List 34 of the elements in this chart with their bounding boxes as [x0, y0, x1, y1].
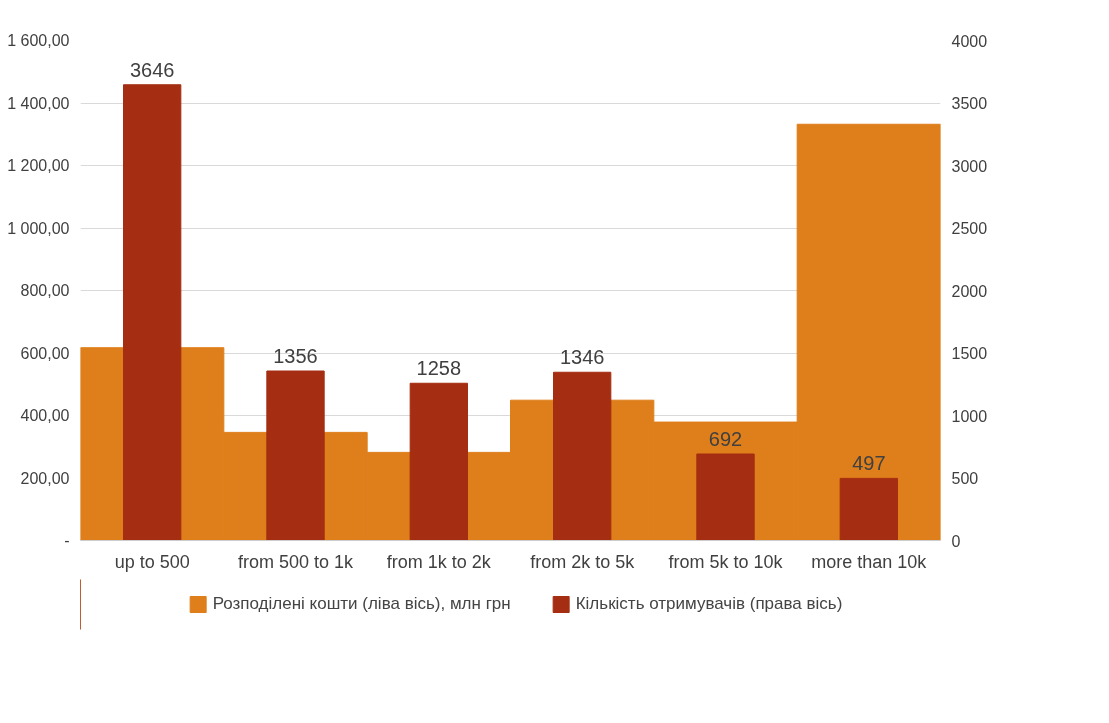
y2-tick-label: 1500 [951, 345, 988, 362]
data-label: 3646 [129, 58, 175, 81]
y2-tick-label: 2500 [951, 220, 988, 237]
x-tick-label: from 2k to 5k [530, 551, 636, 572]
x-tick-label: from 500 to 1k [237, 551, 355, 572]
y2-tick-label: 2000 [951, 282, 988, 300]
x-tick-label: from 5k to 10k [668, 551, 784, 572]
bar [696, 453, 755, 541]
y-tick-label: 1 200,00 [7, 157, 70, 174]
y-tick-label: - [64, 532, 70, 549]
x-tick-label: up to 500 [114, 551, 190, 572]
y-tick-label: 200,00 [20, 469, 70, 487]
y-tick-label: 600,00 [20, 344, 70, 362]
y-tick-label: 1 400,00 [7, 94, 70, 112]
y-tick-label: 1 000,00 [7, 219, 70, 237]
x-tick-label: from 1k to 2k [386, 551, 492, 572]
y2-tick-label: 1000 [951, 407, 988, 425]
y2-tick-label: 3000 [951, 157, 988, 175]
legend-label: Розподілені кошти (ліва вісь), млн грн [212, 594, 511, 614]
y2-tick-label: 3500 [951, 95, 988, 112]
x-tick-label: more than 10k [811, 551, 928, 572]
data-label: 497 [852, 452, 886, 475]
y-tick-label: 800,00 [20, 282, 70, 299]
data-label: 1258 [416, 357, 462, 380]
data-label: 1346 [559, 346, 605, 369]
y2-tick-label: 0 [951, 532, 961, 550]
data-label: 692 [708, 428, 743, 450]
data-label: 1356 [273, 345, 318, 367]
y2-tick-label: 4000 [951, 32, 988, 50]
y-tick-label: 1 600,00 [7, 32, 70, 49]
y-tick-label: 400,00 [20, 407, 70, 424]
legend-label: Кількість отримувачів (права вісь) [575, 594, 843, 614]
bar [839, 477, 898, 541]
y2-tick-label: 500 [951, 470, 979, 487]
